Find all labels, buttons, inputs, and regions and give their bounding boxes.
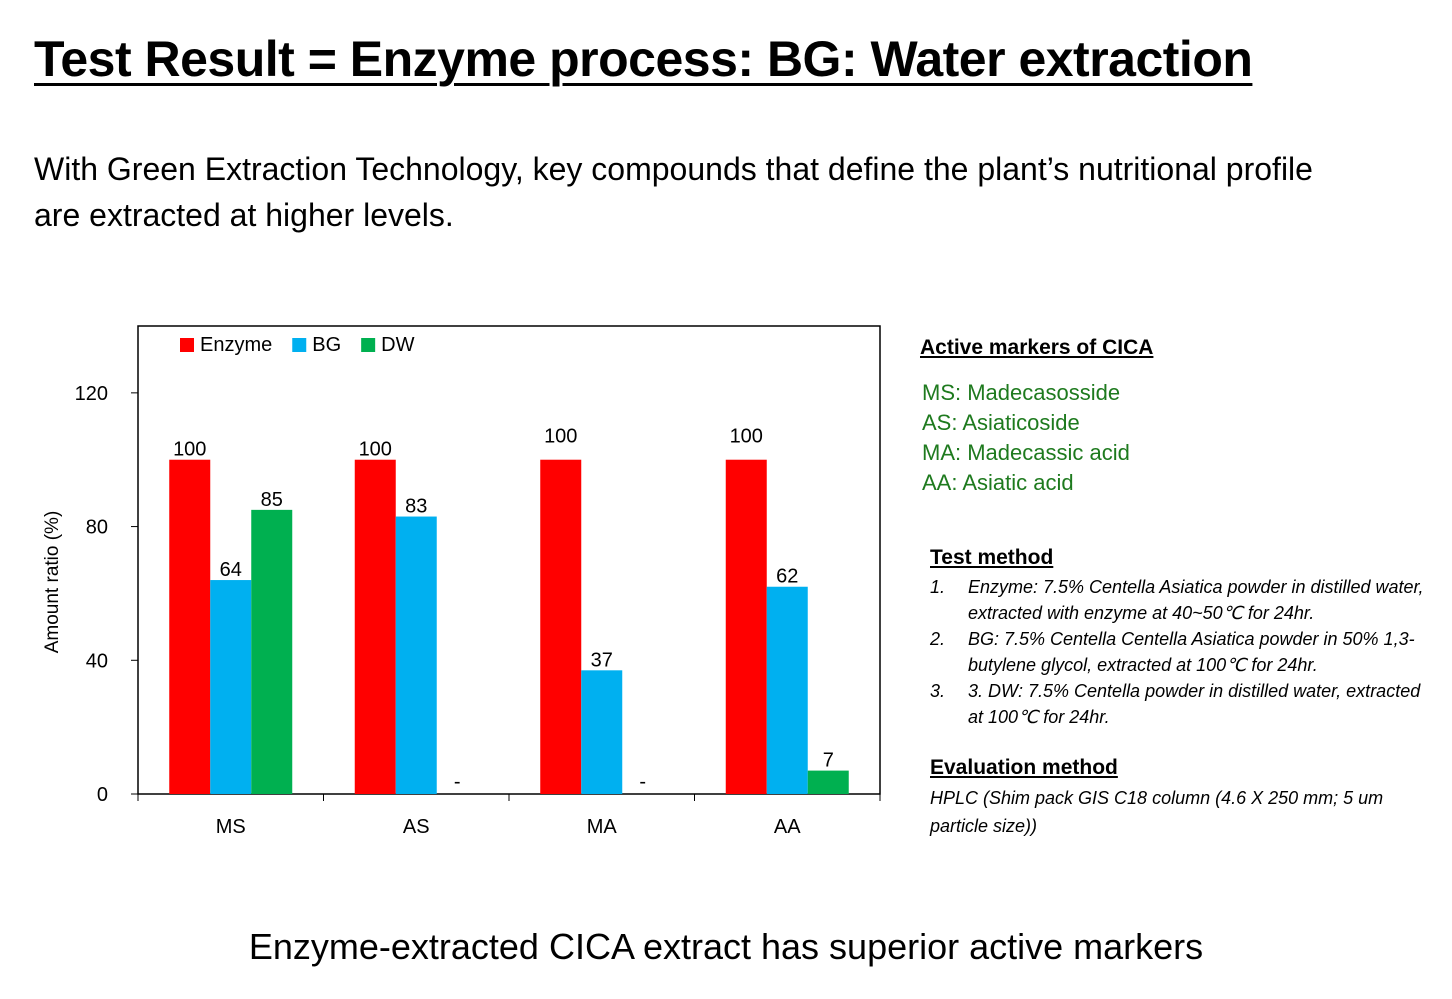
marker-item: AA: Asiatic acid <box>922 470 1074 495</box>
y-axis-label: Amount ratio (%) <box>42 511 63 654</box>
legend-swatch <box>180 338 194 352</box>
test-method-item: 1. Enzyme: 7.5% Centella Asiatica powder … <box>930 574 1440 626</box>
bar-bg <box>210 580 252 794</box>
x-tick-label: MA <box>587 816 618 838</box>
test-method-heading: Test method <box>930 546 1054 569</box>
data-label: 83 <box>405 496 427 518</box>
y-tick-label: 0 <box>97 784 108 806</box>
legend-label: DW <box>381 334 414 356</box>
evaluation-text: HPLC (Shim pack GIS C18 column (4.6 X 25… <box>930 788 1384 836</box>
evaluation-heading: Evaluation method <box>930 756 1118 779</box>
bar-bg <box>766 586 808 794</box>
conclusion-text: Enzyme-extracted CICA extract has superi… <box>248 926 1204 967</box>
y-tick-label: 40 <box>86 650 108 672</box>
bar-enzyme <box>354 459 396 794</box>
bar-bg <box>395 516 437 794</box>
item-text: 3. DW: 7.5% Centella powder in distilled… <box>968 681 1421 727</box>
test-method-item: 3. 3. DW: 7.5% Centella powder in distill… <box>930 678 1440 730</box>
y-tick-label: 80 <box>86 517 108 539</box>
marker-item: MS: Madecasosside <box>922 380 1121 405</box>
legend-label: Enzyme <box>200 334 272 356</box>
bar-bg <box>581 670 623 794</box>
marker-item: MA: Madecassic acid <box>922 440 1130 465</box>
data-label: 100 <box>359 439 392 461</box>
data-label: 100 <box>173 439 206 461</box>
bar-dw <box>807 770 849 794</box>
data-label: 7 <box>823 750 834 772</box>
data-label: 100 <box>544 426 577 448</box>
bar-dw <box>251 509 293 794</box>
test-method-item: 2. BG: 7.5% Centella Centella Asiatica po… <box>930 626 1440 678</box>
x-tick-label: AS <box>403 816 430 838</box>
x-tick-label: AA <box>774 816 801 838</box>
data-label: 62 <box>776 566 798 588</box>
data-label: 64 <box>220 559 242 581</box>
legend-swatch <box>361 338 376 352</box>
y-tick-label: 120 <box>75 383 108 405</box>
page-title: Test Result = Enzyme process: BG: Water … <box>34 31 1253 87</box>
item-text: BG: 7.5% Centella Centella Asiatica powd… <box>968 629 1415 675</box>
item-number: 1. <box>930 577 946 597</box>
subtitle: With Green Extraction Technology, key co… <box>34 151 1313 233</box>
data-label: 100 <box>730 426 763 448</box>
markers-heading: Active markers of CICA <box>920 336 1154 359</box>
data-label: - <box>639 771 646 793</box>
item-number: 3. <box>930 681 946 701</box>
bar-enzyme <box>540 459 582 794</box>
bar-enzyme <box>725 459 767 794</box>
item-text: Enzyme: 7.5% Centella Asiatica powder in… <box>968 577 1424 623</box>
bar-chart: 0 40 80 120 Amount ratio (%) MS 100 64 85 AS 100 83… <box>42 325 881 838</box>
legend-swatch <box>292 338 307 352</box>
item-number: 2. <box>930 629 946 649</box>
marker-item: AS: Asiaticoside <box>922 410 1080 435</box>
data-label: 37 <box>591 649 613 671</box>
legend-label: BG <box>312 334 341 356</box>
bar-enzyme <box>169 459 211 794</box>
data-label: - <box>454 771 461 793</box>
data-label: 85 <box>261 489 283 511</box>
test-method-list: 1. Enzyme: 7.5% Centella Asiatica powder … <box>930 574 1440 730</box>
x-tick-label: MS <box>216 816 246 838</box>
markers-list: MS: Madecasosside AS: Asiaticoside MA: M… <box>922 378 1130 498</box>
